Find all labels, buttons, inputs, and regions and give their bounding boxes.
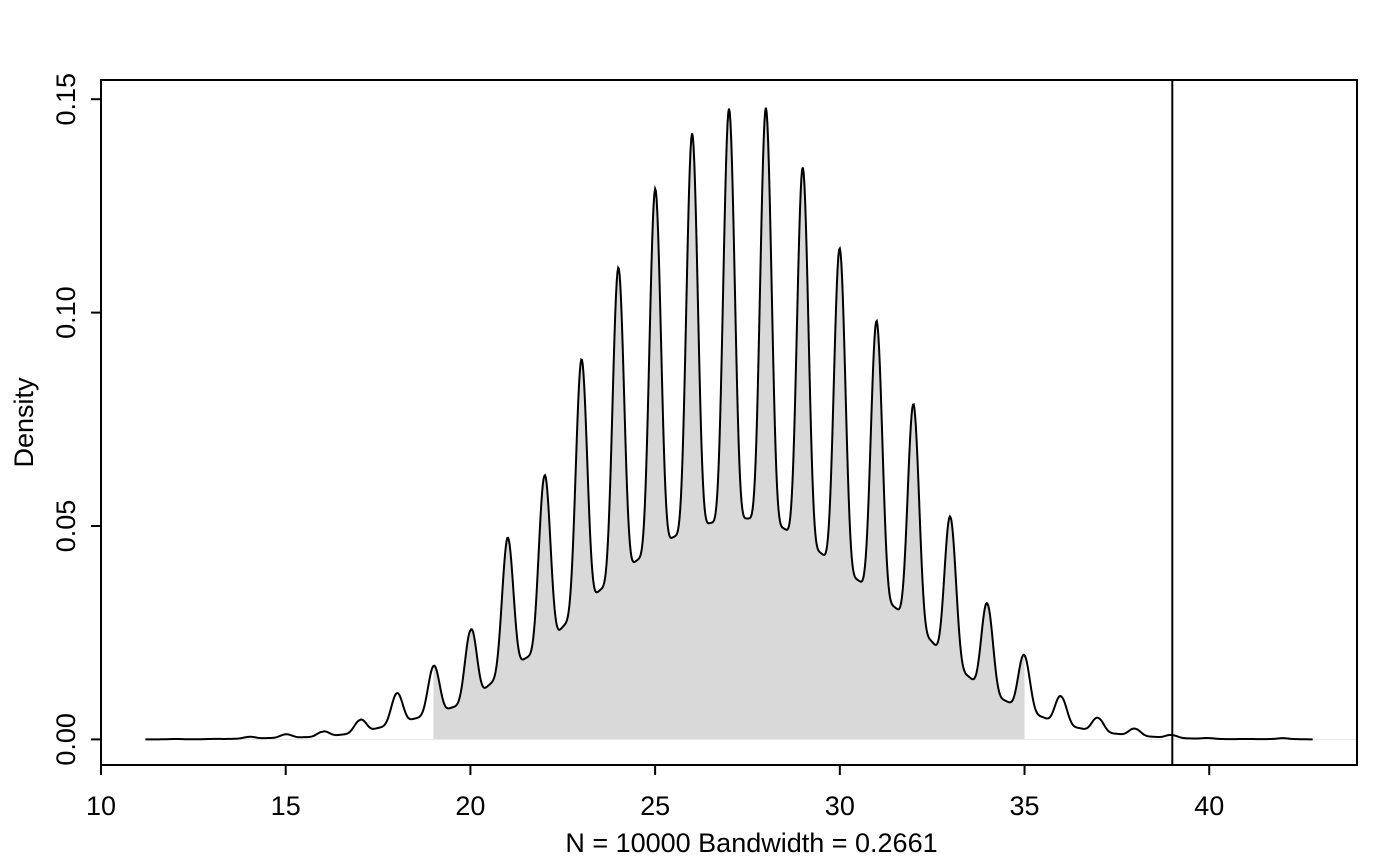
y-tick-label: 0.00 (51, 713, 81, 766)
shaded-area-layer (433, 107, 1025, 740)
x-axis-label: N = 10000 Bandwidth = 0.2661 (565, 828, 937, 858)
density-curve (145, 107, 1313, 741)
y-tick-label: 0.15 (51, 73, 81, 126)
x-tick-label: 10 (86, 791, 116, 821)
x-axis: 10 15 20 25 30 35 40 (86, 764, 1224, 821)
shaded-region (433, 107, 1025, 740)
y-axis: 0.00 0.05 0.10 0.15 (51, 73, 102, 766)
y-tick-label: 0.05 (51, 500, 81, 553)
x-tick-label: 15 (271, 791, 301, 821)
y-axis-label: Density (9, 377, 39, 468)
x-tick-label: 25 (640, 791, 670, 821)
x-tick-label: 20 (455, 791, 485, 821)
x-tick-label: 35 (1010, 791, 1040, 821)
x-tick-label: 40 (1194, 791, 1224, 821)
y-tick-label: 0.10 (51, 286, 81, 339)
density-curve-layer (145, 107, 1313, 741)
x-tick-label: 30 (825, 791, 855, 821)
